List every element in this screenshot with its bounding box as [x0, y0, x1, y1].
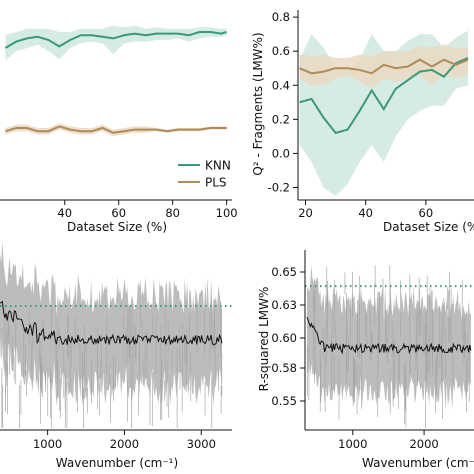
x-tick-label: 80 — [165, 206, 180, 220]
x-tick-label: 3000 — [187, 437, 216, 451]
series-line-pls — [5, 125, 227, 134]
y-tick-label: 0.4 — [272, 78, 290, 92]
x-tick-label: 40 — [57, 206, 72, 220]
legend: KNN PLS — [178, 159, 231, 190]
x-tick-label: 2000 — [409, 437, 438, 451]
x-tick-label: 100 — [216, 206, 238, 220]
x-tick-label: 60 — [419, 206, 434, 220]
panel-bottom-right: 1000 2000 0.55 0.58 0.60 0.63 0.65 Wavenumber… — [257, 250, 474, 470]
series-line-knn — [299, 57, 469, 135]
y-tick-label: 0.58 — [271, 361, 297, 375]
x-tick-label: 60 — [111, 206, 126, 220]
y-tick-label: 0.65 — [271, 265, 297, 279]
band-pls — [299, 44, 468, 89]
y-axis-label: Q² - Fragments (LMW%) — [251, 32, 265, 175]
x-tick-label: 40 — [358, 206, 373, 220]
y-tick-label: 0.0 — [272, 146, 290, 160]
mean-line — [306, 317, 472, 355]
y-tick-label: 0.55 — [271, 394, 297, 408]
panel-bottom-left: 1000 2000 3000 Wavenumber (cm⁻¹) — [0, 240, 232, 470]
x-tick-label: 1000 — [338, 437, 367, 451]
x-tick-label: 2000 — [110, 437, 139, 451]
y-tick-label: 0.63 — [271, 298, 297, 312]
band-knn — [5, 25, 227, 61]
x-axis-label: Dataset Size (%) — [67, 220, 167, 234]
x-tick-label: 1000 — [33, 437, 62, 451]
series-line-pls — [299, 58, 469, 75]
y-tick-label: 0.8 — [272, 10, 290, 24]
legend-label-knn: KNN — [205, 159, 231, 173]
x-axis-label: Dataset Size (% — [383, 220, 474, 234]
x-axis-label: Wavenumber (cm⁻¹) — [56, 456, 178, 470]
y-axis-label: R-squared LMW% — [257, 287, 271, 392]
y-tick-label: 0.2 — [272, 112, 290, 126]
y-tick-label: 0.6 — [272, 44, 290, 58]
legend-label-pls: PLS — [205, 176, 227, 190]
y-tick-label: -0.2 — [268, 180, 290, 194]
panel-top-left: 40 60 80 100 Dataset Size (%) KNN PLS — [0, 25, 238, 234]
y-tick-label: 0.60 — [271, 331, 297, 345]
x-tick-label: 20 — [298, 206, 313, 220]
panel-top-right: 20 40 60 -0.2 0.0 0.2 0.4 0.6 0.8 Dataset Size … — [251, 10, 474, 234]
x-axis-label: Wavenumber (cm⁻¹) — [362, 456, 474, 470]
series-line-knn — [4, 31, 227, 49]
variability-band — [0, 240, 222, 406]
mean-line — [0, 300, 223, 346]
